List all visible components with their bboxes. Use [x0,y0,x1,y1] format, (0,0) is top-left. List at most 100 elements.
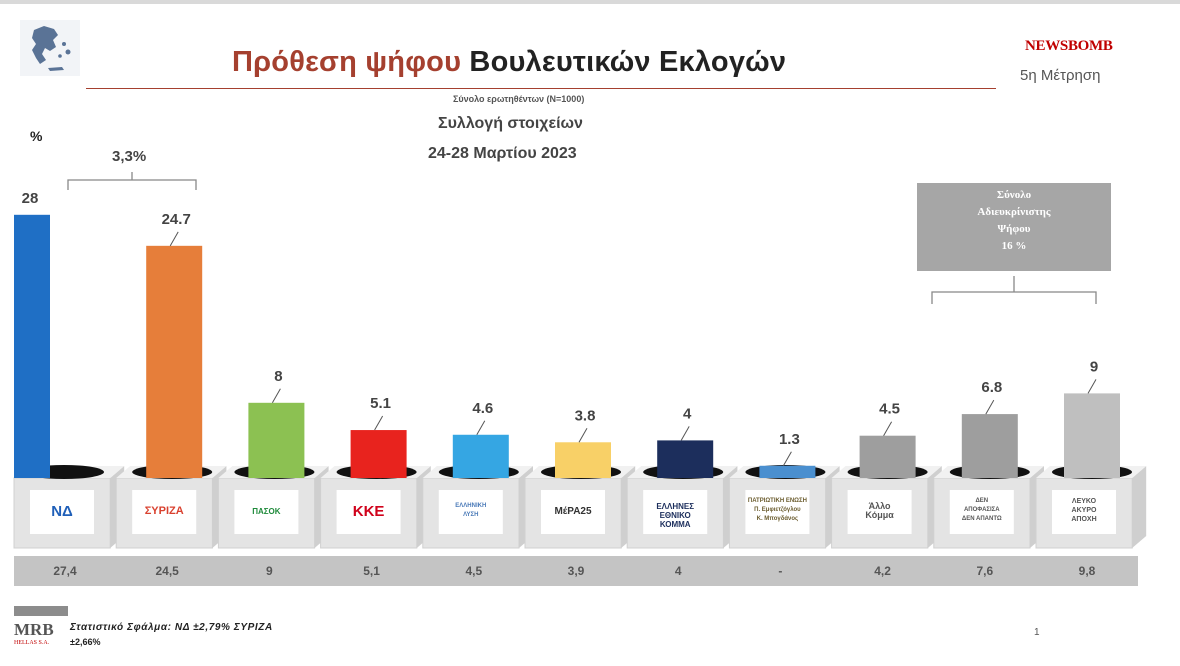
top-border [0,0,1180,4]
bar-6 [555,442,611,478]
measurement-label: 5η Μέτρηση [1020,67,1101,84]
value-leader [271,388,281,404]
page-number: 1 [1034,627,1040,638]
value-leader [782,451,792,467]
value-label: 5.1 [370,395,391,412]
party-logo-plate [745,490,810,534]
value-label: 1.3 [779,431,800,448]
svg-text:HELLAS S.A.: HELLAS S.A. [14,640,50,646]
value-leader [374,415,384,431]
bar-11 [1064,393,1120,478]
value-label: 28 [22,190,39,207]
ballot-label-line: Κόμμα [865,510,894,520]
previous-value-8: - [778,564,783,578]
previous-value-4: 5,1 [363,564,380,578]
ballot-label-line: ΕΛΛΗΝΙΚΗ [455,503,487,509]
party-logo-plate [847,490,912,534]
ballot-label-line: ΕΛΛΗΝΕΣ [656,502,695,511]
previous-value-1: 27,4 [53,564,77,578]
value-label: 6.8 [981,379,1002,396]
value-label: 4.6 [472,400,493,417]
mrb-logo-icon: MRB HELLAS S.A. [14,606,68,646]
ballot-label-5: ΕΛΛΗΝΙΚΗ ΛΥΣΗ [439,502,503,520]
ballot-label-line: ΜέΡΑ25 [554,506,592,517]
value-leader [680,426,690,441]
ballot-label-3: ΠΑΣΟΚ [234,507,298,516]
value-leader [476,420,486,436]
ballot-label-line: ΛΥΣΗ [463,512,479,518]
ballot-label-11: ΛΕΥΚΟ ΑΚΥΡΟ ΑΠΟΧΗ [1052,497,1116,524]
value-leader [883,421,893,436]
party-logo-plate [643,490,708,534]
ballot-label-line: ΑΠΟΧΗ [1071,516,1097,523]
ballot-label-line: ΔΕΝ [975,498,989,504]
value-leader [169,231,179,247]
bar-10 [961,414,1018,478]
ballot-label-line: Π. Εμφιετζόγλου [754,507,801,513]
undecided-line2: Αδιευκρίνιστης [977,206,1051,218]
ballot-label-9: Άλλο Κόμμα [848,502,912,520]
previous-value-10: 7,6 [976,564,994,578]
ballot-label-line: ΔΕΝ ΑΠΑΝΤΩ [961,516,1002,522]
gap-bracket [67,172,197,190]
party-logo-plate [336,490,401,534]
ballot-label-line: ΠΑΤΡΙΩΤΙΚΗ ΕΝΩΣΗ [747,498,807,504]
value-label: 9 [1090,358,1098,375]
ballot-label-2: ΣΥΡΙΖΑ [132,506,196,517]
bar-8 [759,465,816,478]
value-leader [1087,379,1097,394]
chart-title-part2: Βουλευτικών Εκλογών [469,46,787,78]
party-logo-plate [1052,490,1116,534]
greece-map-icon [20,20,80,76]
title-divider [86,88,996,89]
sample-size-note: Σύνολο ερωτηθέντων (Ν=1000) [453,94,585,104]
previous-value-9: 4,2 [874,564,891,578]
ballot-label-10: ΔΕΝ ΑΠΟΦΑΣΙΣΑ ΔΕΝ ΑΠΑΝΤΩ [950,497,1014,524]
brand-logo: NEWSBOMB [1025,38,1113,54]
undecided-total-box: Σύνολο Αδιευκρίνιστης Ψήφου 16 % [917,183,1111,271]
undecided-line4: 16 % [1001,240,1027,252]
ballot-label-line: ΑΠΟΦΑΣΙΣΑ [963,507,1000,513]
ballot-label-line: Κ. Μπογδάνος [756,516,799,522]
party-logo-plate [541,490,605,534]
value-leader [578,428,588,443]
ballot-label-8: ΠΑΤΡΙΩΤΙΚΗ ΕΝΩΣΗ Π. Εμφιετζόγλου Κ. Μπογδά… [745,497,809,524]
ballot-label-line: ΠΑΣΟΚ [252,507,281,516]
ballot-label-line: ΑΚΥΡΟ [1071,507,1097,514]
value-label: 8 [274,368,282,385]
value-label: 4 [683,405,692,422]
previous-value-11: 9,8 [1078,564,1096,578]
previous-value-6: 3,9 [567,564,585,578]
party-logo-plate [30,490,94,534]
bar-1 [14,214,50,479]
statistical-error-note: Στατιστικό Σφάλμα: ΝΔ ±2,79% ΣΥΡΙΖΑ [70,622,273,633]
percent-symbol: % [30,128,43,144]
ballot-label-4: ΚΚΕ [337,503,401,520]
bar-2 [146,245,203,478]
previous-value-5: 4,5 [465,564,483,578]
ballot-label-1: ΝΔ [30,503,94,520]
ballot-label-line: ΕΘΝΙΚΟ ΚΟΜΜΑ [659,511,691,529]
ballot-box-side [1132,466,1147,548]
previous-measurement-strip [14,556,1138,586]
bar-7 [657,440,714,478]
party-logo-plate [234,490,299,534]
ballot-label-7: ΕΛΛΗΝΕΣ ΕΘΝΙΚΟ ΚΟΜΜΑ [643,502,707,529]
bar-4 [350,430,407,478]
bar-5 [452,434,509,478]
value-label: 24.7 [162,211,191,228]
chart-title-part1: Πρόθεση ψήφου [232,46,462,78]
party-logo-plate [438,490,503,534]
value-leader [985,399,995,415]
collection-label: Συλλογή στοιχείων [438,115,583,132]
gap-bracket-label: 3,3% [112,148,147,165]
undecided-line3: Ψήφου [997,223,1031,235]
value-label: 4.5 [879,401,900,418]
ballot-label-line: ΝΔ [51,503,73,520]
collection-dates: 24-28 Μαρτίου 2023 [428,145,577,162]
ballot-label-line: ΚΚΕ [352,503,385,520]
undecided-bracket [931,276,1097,304]
value-label: 3.8 [575,407,596,424]
